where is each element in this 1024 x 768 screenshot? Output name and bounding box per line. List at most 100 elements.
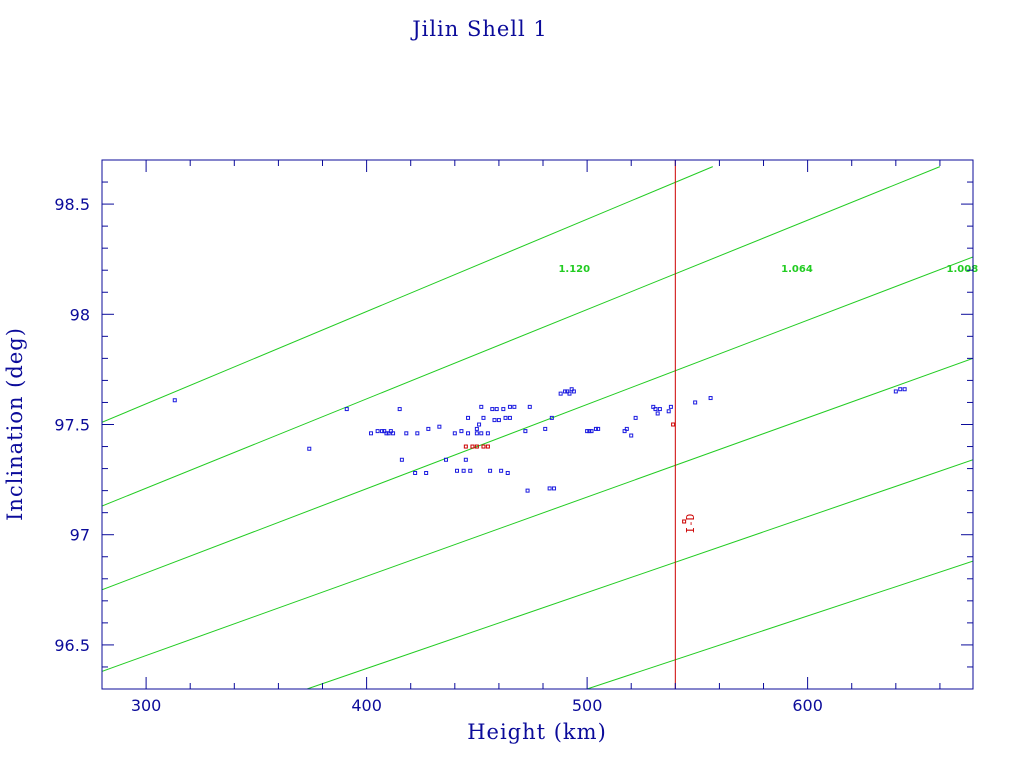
data-point: [633, 415, 638, 420]
x-tick-label: 300: [131, 696, 162, 715]
x-axis-label: Height (km): [467, 720, 607, 744]
data-point: [344, 407, 349, 412]
data-point: [668, 404, 673, 409]
data-point: [565, 389, 570, 394]
y-tick-label: 98: [70, 305, 90, 324]
data-point: [172, 398, 177, 403]
data-point: [569, 387, 574, 392]
data-point: [589, 429, 594, 434]
contour-label: 1.008: [947, 264, 979, 275]
data-point: [507, 404, 512, 409]
data-point: [893, 389, 898, 394]
data-point: [494, 407, 499, 412]
data-point: [443, 457, 448, 462]
x-tick-label: 400: [351, 696, 382, 715]
data-point: [369, 431, 374, 436]
data-point: [552, 486, 557, 491]
data-point: [397, 407, 402, 412]
data-point: [466, 431, 471, 436]
data-point: [474, 426, 479, 431]
contour-line: [102, 166, 713, 423]
data-point: [481, 415, 486, 420]
annotation-labels: 1.120 1.064 1.008 I-D: [558, 264, 978, 533]
y-tick-label: 98.5: [54, 195, 90, 214]
data-point: [549, 415, 554, 420]
data-point: [496, 418, 501, 423]
chart-title: Jilin Shell 1: [410, 17, 548, 41]
data-point: [380, 429, 385, 434]
y-tick-label: 97.5: [54, 416, 90, 435]
highlight-point: [470, 444, 475, 449]
data-point: [424, 470, 429, 475]
contour-label: 1.064: [781, 264, 813, 275]
data-point: [527, 404, 532, 409]
data-point: [307, 446, 312, 451]
data-point: [651, 404, 656, 409]
highlight-point: [474, 444, 479, 449]
highlight-point: [682, 519, 687, 524]
point-label: I-D: [684, 514, 697, 534]
highlight-point: [485, 444, 490, 449]
data-point: [415, 431, 420, 436]
data-point: [629, 433, 634, 438]
contour-line: [306, 459, 973, 689]
data-point: [653, 407, 658, 412]
data-point: [507, 415, 512, 420]
data-point: [437, 424, 442, 429]
highlight-point: [671, 422, 676, 427]
data-point: [505, 470, 510, 475]
data-point: [523, 429, 528, 434]
data-point: [708, 396, 713, 401]
data-point: [655, 411, 660, 416]
data-point: [455, 468, 460, 473]
data-point: [525, 488, 530, 493]
data-point: [375, 429, 380, 434]
data-point: [512, 404, 517, 409]
axis-ticks: 300 400 500 600 96.5 97 97.5 98 98.5: [54, 159, 973, 715]
contour-line: [102, 256, 973, 591]
y-tick-label: 97: [70, 526, 90, 545]
contour-lines: [102, 166, 973, 689]
data-point: [622, 429, 627, 434]
data-point: [466, 415, 471, 420]
data-point: [693, 400, 698, 405]
data-point: [898, 387, 903, 392]
data-point: [543, 426, 548, 431]
data-point: [479, 404, 484, 409]
data-point: [571, 389, 576, 394]
data-point: [585, 429, 590, 434]
data-point: [567, 391, 572, 396]
data-point: [563, 389, 568, 394]
data-point: [391, 431, 396, 436]
data-point: [459, 429, 464, 434]
data-point: [596, 426, 601, 431]
data-point: [587, 429, 592, 434]
data-point: [426, 426, 431, 431]
data-point: [657, 407, 662, 412]
data-point: [501, 407, 506, 412]
data-point: [384, 431, 389, 436]
data-points: [172, 387, 907, 524]
data-point: [477, 422, 482, 427]
data-point: [558, 391, 563, 396]
data-point: [404, 431, 409, 436]
data-point: [399, 457, 404, 462]
data-point: [386, 431, 391, 436]
contour-line: [102, 357, 973, 672]
highlight-point: [481, 444, 486, 449]
data-point: [499, 468, 504, 473]
data-point: [413, 470, 418, 475]
data-point: [463, 457, 468, 462]
y-tick-label: 96.5: [54, 636, 90, 655]
contour-line: [102, 166, 941, 507]
data-point: [490, 407, 495, 412]
contour-line: [586, 560, 973, 689]
data-point: [474, 431, 479, 436]
data-point: [624, 426, 629, 431]
data-point: [461, 468, 466, 473]
x-tick-label: 600: [792, 696, 823, 715]
contour-label: 1.120: [558, 264, 590, 275]
data-point: [382, 429, 387, 434]
data-point: [902, 387, 907, 392]
